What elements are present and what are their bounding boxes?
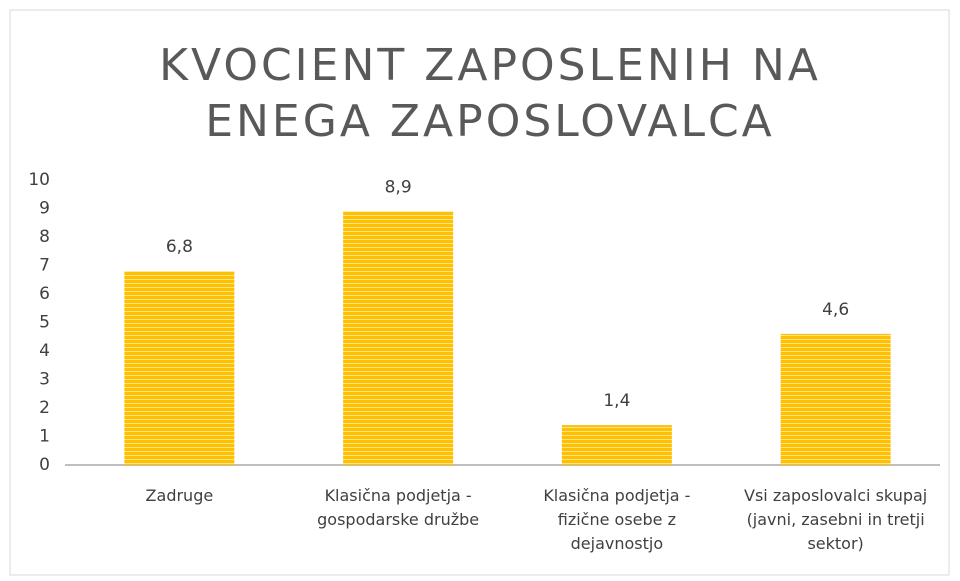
y-tick-label: 6 bbox=[39, 284, 50, 304]
bar bbox=[780, 333, 891, 465]
y-tick-label: 2 bbox=[39, 398, 50, 418]
y-tick-label: 10 bbox=[28, 170, 50, 190]
y-tick-label: 9 bbox=[39, 199, 50, 219]
y-tick-label: 1 bbox=[39, 427, 50, 447]
y-tick-label: 5 bbox=[39, 313, 50, 333]
y-tick-label: 8 bbox=[39, 227, 50, 247]
y-tick-label: 7 bbox=[39, 256, 50, 276]
x-tick-label: Klasična podjetja - gospodarske družbe bbox=[317, 486, 480, 529]
chart-border bbox=[9, 9, 950, 576]
data-label: 1,4 bbox=[603, 391, 630, 411]
y-tick-label: 4 bbox=[39, 341, 50, 361]
bar bbox=[343, 211, 454, 465]
y-tick-label: 3 bbox=[39, 370, 50, 390]
x-tick-label: Zadruge bbox=[145, 486, 214, 505]
chart-title: KVOCIENT ZAPOSLENIH NA ENEGA ZAPOSLOVALC… bbox=[159, 40, 821, 147]
data-label: 4,6 bbox=[822, 300, 849, 320]
bar bbox=[124, 271, 235, 465]
data-label: 6,8 bbox=[166, 237, 193, 257]
bar bbox=[561, 425, 672, 465]
x-tick-label: Vsi zaposlovalci skupaj (javni, zasebni … bbox=[744, 486, 928, 553]
data-label: 8,9 bbox=[385, 177, 412, 197]
y-tick-label: 0 bbox=[39, 455, 50, 475]
x-tick-label: Klasična podjetja - fizične osebe z deja… bbox=[543, 486, 691, 553]
